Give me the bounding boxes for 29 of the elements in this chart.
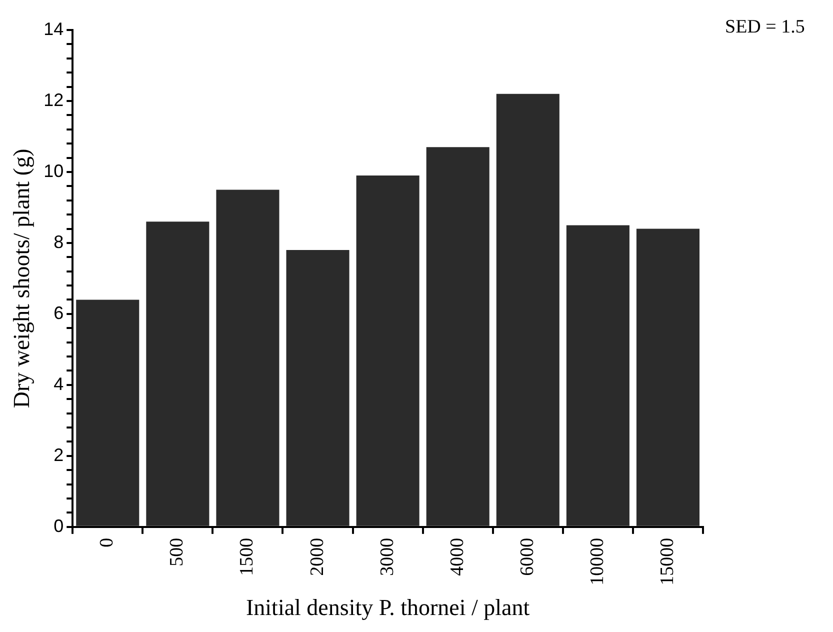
bar [636,228,700,526]
y-tick-label: 14 [44,18,64,39]
bar [566,225,630,526]
x-tick-label: 2000 [306,538,328,576]
bar [216,190,280,526]
bar [286,250,350,526]
y-tick-label: 8 [54,232,64,252]
y-axis-title: Dry weight shoots/ plant (g) [8,148,34,408]
bar [146,222,210,526]
x-tick-label: 10000 [586,538,608,586]
y-tick-label: 12 [44,90,64,110]
bar [76,300,140,526]
x-axis-title: Initial density P. thornei / plant [246,595,530,620]
bar [426,147,490,526]
x-tick-label: 0 [96,538,118,548]
text: SED = 1.5 [725,16,805,38]
x-tick-label: 6000 [516,538,538,576]
y-tick-label: 2 [54,444,64,465]
y-tick-label: 6 [54,302,64,323]
x-tick-label: 15000 [656,538,678,586]
bar [496,94,560,526]
x-tick-label: 1500 [236,538,258,576]
y-tick-label: 0 [54,516,64,536]
y-tick-label: 4 [54,374,64,394]
y-tick-label: 10 [44,160,64,181]
bar [356,176,420,526]
x-tick-label: 4000 [446,538,468,576]
x-tick-label: 500 [166,538,188,566]
x-tick-label: 3000 [376,538,398,576]
